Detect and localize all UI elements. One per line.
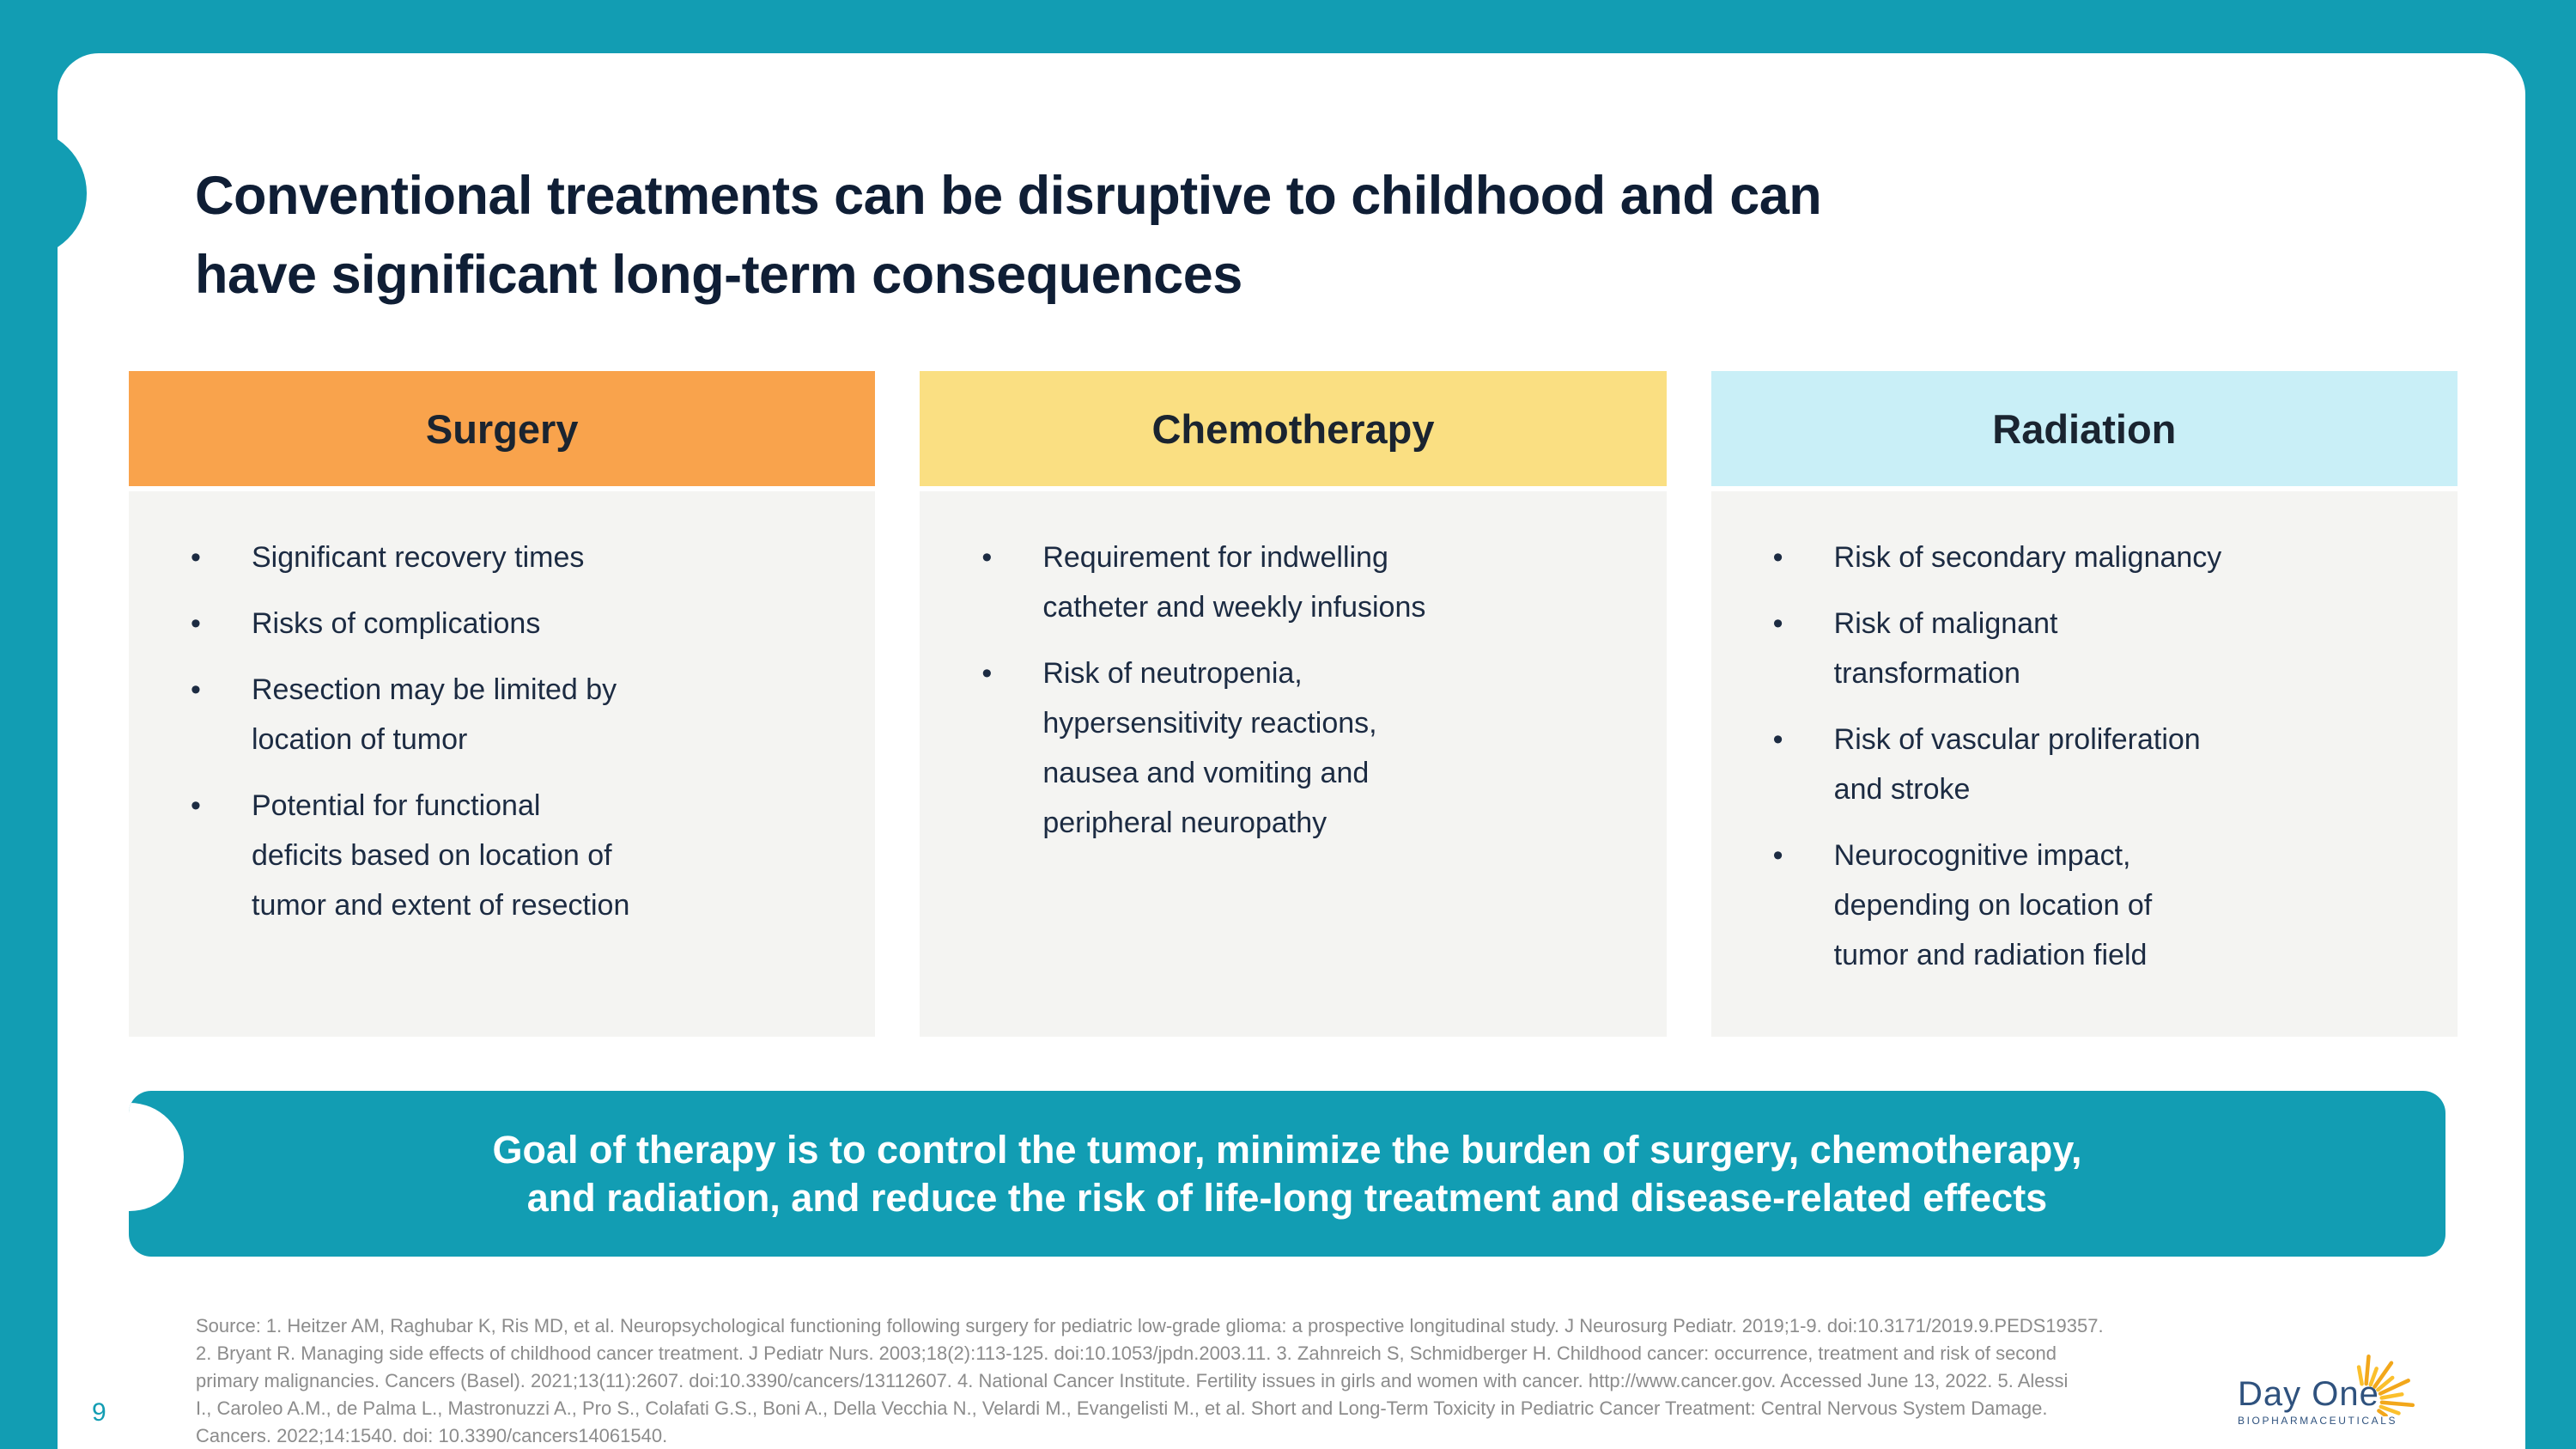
list-item: Neurocognitive impact, depending on loca… bbox=[1711, 831, 2432, 980]
chemotherapy-header: Chemotherapy bbox=[920, 371, 1667, 486]
page-number: 9 bbox=[92, 1398, 106, 1427]
column-surgery: Surgery Significant recovery times Risks… bbox=[129, 371, 876, 1037]
column-chemotherapy: Chemotherapy Requirement for indwelling … bbox=[920, 371, 1667, 1037]
logo-wordmark: Day One bbox=[2238, 1375, 2379, 1413]
column-radiation: Radiation Risk of secondary malignancy R… bbox=[1710, 371, 2458, 1037]
radiation-header: Radiation bbox=[1710, 371, 2458, 486]
list-item: Risk of vascular proliferation and strok… bbox=[1711, 715, 2432, 814]
list-item: Risk of neutropenia, hypersensitivity re… bbox=[920, 648, 1640, 848]
card-accent-notch bbox=[58, 129, 87, 258]
surgery-bullet-list: Significant recovery times Risks of comp… bbox=[129, 533, 849, 930]
chemotherapy-bullet-list: Requirement for indwelling catheter and … bbox=[920, 533, 1640, 848]
logo-subtitle: BIOPHARMACEUTICALS bbox=[2238, 1415, 2398, 1427]
goal-banner-text: Goal of therapy is to control the tumor,… bbox=[492, 1127, 2082, 1220]
treatment-columns: Surgery Significant recovery times Risks… bbox=[129, 371, 2458, 1037]
page-title: Conventional treatments can be disruptiv… bbox=[195, 166, 1822, 306]
surgery-body: Significant recovery times Risks of comp… bbox=[129, 491, 876, 1037]
list-item: Risk of malignant transformation bbox=[1711, 599, 2432, 698]
list-item: Potential for functional deficits based … bbox=[129, 781, 849, 930]
list-item: Risk of secondary malignancy bbox=[1711, 533, 2432, 582]
chemotherapy-body: Requirement for indwelling catheter and … bbox=[920, 491, 1667, 1037]
radiation-body: Risk of secondary malignancy Risk of mal… bbox=[1710, 491, 2458, 1037]
list-item: Resection may be limited by location of … bbox=[129, 665, 849, 764]
source-citations: Source: 1. Heitzer AM, Raghubar K, Ris M… bbox=[196, 1315, 2104, 1446]
radiation-bullet-list: Risk of secondary malignancy Risk of mal… bbox=[1711, 533, 2432, 980]
sunburst-rays-icon bbox=[2356, 1354, 2415, 1416]
banner-accent-notch bbox=[129, 1103, 184, 1211]
list-item: Significant recovery times bbox=[129, 533, 849, 582]
slide-card: Conventional treatments can be disruptiv… bbox=[58, 53, 2525, 1449]
list-item: Requirement for indwelling catheter and … bbox=[920, 533, 1640, 632]
list-item: Risks of complications bbox=[129, 599, 849, 648]
day-one-logo: Day One BIOPHARMACEUTICALS bbox=[2238, 1354, 2444, 1427]
surgery-header: Surgery bbox=[129, 371, 876, 486]
goal-of-therapy-banner: Goal of therapy is to control the tumor,… bbox=[129, 1091, 2445, 1257]
